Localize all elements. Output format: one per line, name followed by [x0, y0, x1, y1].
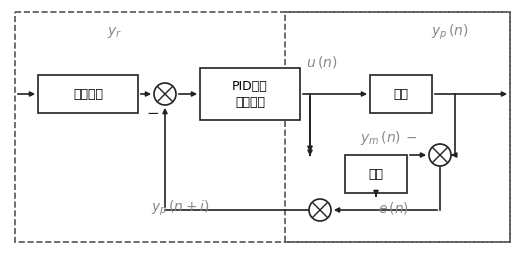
Bar — [370, 75, 432, 113]
Text: $y_m\,(n)\,-$: $y_m\,(n)\,-$ — [360, 129, 417, 147]
Text: 对象: 对象 — [394, 88, 408, 101]
Text: 模型: 模型 — [369, 167, 384, 180]
Circle shape — [154, 83, 176, 105]
Text: $y_p\,(n)$: $y_p\,(n)$ — [431, 22, 469, 42]
Circle shape — [429, 144, 451, 166]
Bar — [200, 68, 300, 120]
Text: PID预测
函数算法: PID预测 函数算法 — [232, 80, 268, 108]
Bar — [345, 155, 407, 193]
Circle shape — [309, 199, 331, 221]
Text: $y_p\,(n+i)$: $y_p\,(n+i)$ — [151, 198, 209, 218]
Bar — [285, 12, 510, 242]
Text: $y_r$: $y_r$ — [107, 24, 123, 40]
Text: $e\,(n)$: $e\,(n)$ — [378, 200, 409, 216]
Bar — [15, 12, 510, 242]
Text: $-$: $-$ — [147, 105, 160, 120]
Text: $u\,(n)$: $u\,(n)$ — [306, 54, 338, 70]
Bar — [38, 75, 138, 113]
Text: 参考轨迹: 参考轨迹 — [73, 88, 103, 101]
